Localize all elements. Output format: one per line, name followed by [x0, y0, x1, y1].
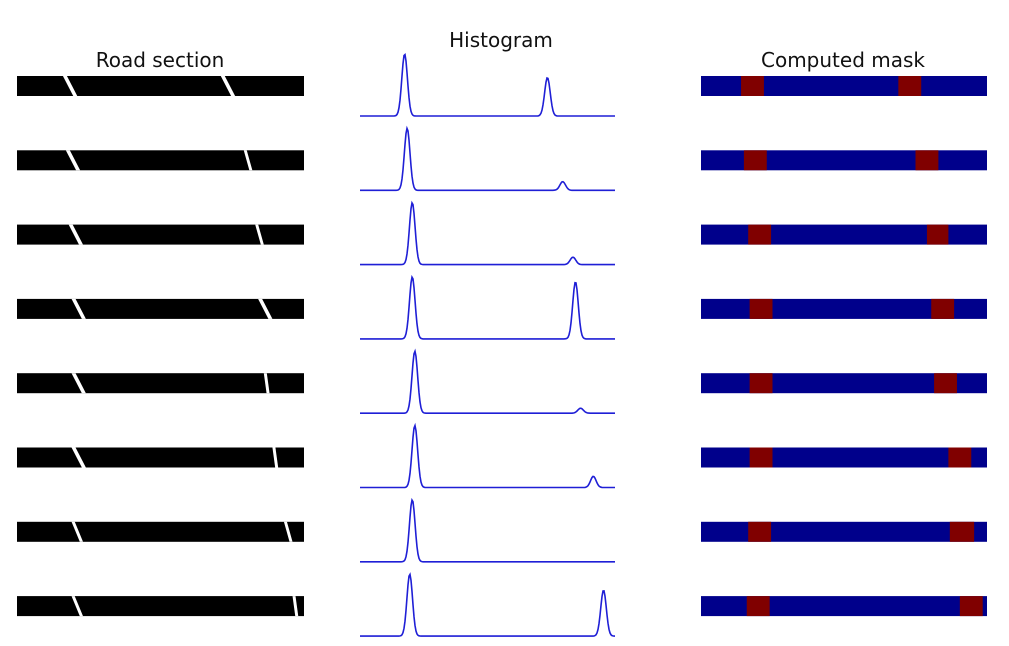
- mask-lane-6-2: [948, 447, 972, 468]
- mask-strip-8: [701, 596, 987, 617]
- histogram-line-5: [360, 348, 615, 414]
- road-strip-5: [17, 373, 304, 394]
- histogram-line-8: [360, 572, 615, 637]
- histogram-line-1: [360, 53, 615, 117]
- mask-lane-5-2: [934, 373, 957, 394]
- mask-lane-8-1: [746, 596, 770, 617]
- mask-lane-3-2: [926, 224, 949, 245]
- mask-lane-3-1: [748, 224, 772, 245]
- mask-lane-4-2: [931, 298, 955, 319]
- mask-lane-5-1: [749, 373, 773, 394]
- lane-marking-3-1: [68, 224, 84, 245]
- histogram-line-7: [360, 497, 615, 563]
- mask-strip-6: [701, 447, 987, 468]
- road-strip-3: [17, 224, 304, 245]
- lane-marking-6-2: [272, 447, 279, 468]
- histogram-line-6: [360, 422, 615, 489]
- lane-marking-2-2: [243, 150, 253, 171]
- lane-marking-4-2: [258, 298, 273, 319]
- road-strip-6: [17, 447, 304, 468]
- mask-lane-7-2: [949, 521, 975, 542]
- histogram-line-3: [360, 200, 615, 266]
- mask-lane-1-1: [741, 76, 764, 96]
- road-strip-4: [17, 298, 304, 319]
- histogram-title: Histogram: [449, 28, 553, 52]
- mask-strip-3: [701, 224, 987, 245]
- road-section-title: Road section: [95, 48, 225, 72]
- lane-marking-5-1: [71, 373, 86, 394]
- road-strip-1: [17, 76, 304, 96]
- histogram-line-2: [360, 125, 615, 192]
- lane-marking-2-1: [65, 150, 81, 171]
- mask-strip-7: [701, 521, 987, 542]
- road-strip-8: [17, 596, 304, 617]
- lane-marking-4-1: [71, 298, 86, 319]
- mask-lane-1-2: [898, 76, 922, 96]
- computed-mask-title: Computed mask: [761, 48, 925, 72]
- road-strip-7: [17, 521, 304, 542]
- lane-marking-3-2: [255, 224, 264, 245]
- mask-lane-6-1: [749, 447, 773, 468]
- lane-marking-5-2: [263, 373, 270, 394]
- mask-lane-2-1: [743, 150, 767, 171]
- mask-lane-2-2: [915, 150, 939, 171]
- mask-lane-4-1: [749, 298, 773, 319]
- lane-marking-7-2: [283, 521, 293, 542]
- lane-marking-7-1: [71, 521, 84, 542]
- lane-marking-1-1: [62, 76, 78, 96]
- lane-marking-1-2: [220, 76, 236, 96]
- lane-marking-8-2: [292, 596, 299, 617]
- mask-lane-7-1: [748, 521, 772, 542]
- lane-marking-6-1: [71, 447, 86, 468]
- road-strip-2: [17, 150, 304, 171]
- lane-marking-8-1: [71, 596, 84, 617]
- mask-lane-8-2: [959, 596, 983, 617]
- histogram-line-4: [360, 274, 615, 340]
